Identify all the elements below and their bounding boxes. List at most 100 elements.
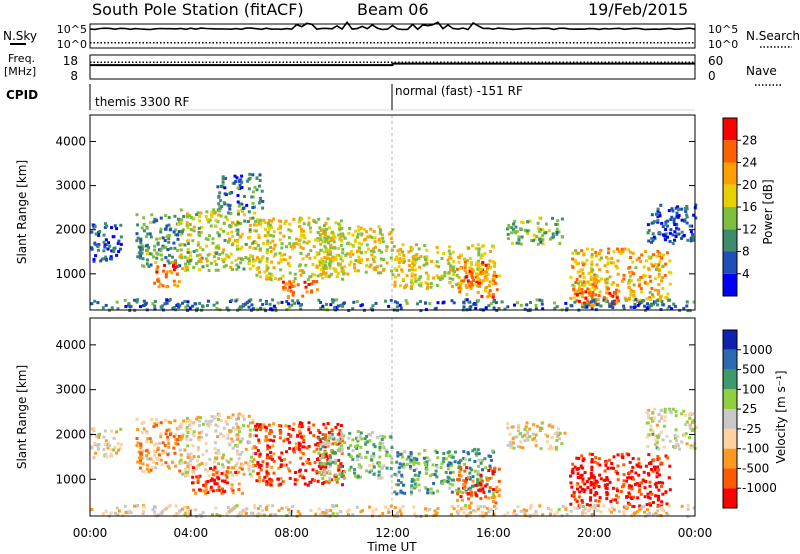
- data-cell: [467, 300, 471, 304]
- data-cell: [353, 474, 357, 478]
- data-cell: [140, 226, 144, 230]
- data-cell: [581, 263, 585, 267]
- data-cell: [686, 309, 690, 313]
- data-cell: [248, 172, 252, 176]
- data-cell: [474, 247, 478, 251]
- data-cell: [323, 244, 327, 248]
- data-cell: [338, 432, 342, 436]
- data-cell: [583, 282, 587, 286]
- data-cell: [489, 508, 493, 512]
- data-cell: [256, 460, 260, 464]
- data-cell: [260, 257, 264, 260]
- data-cell: [199, 211, 203, 215]
- data-cell: [255, 479, 259, 483]
- data-cell: [410, 479, 414, 483]
- data-cell: [257, 201, 261, 205]
- power-ylabel: Slant Range [km]: [15, 160, 29, 264]
- data-cell: [673, 436, 677, 440]
- x-tick-label: 16:00: [476, 526, 511, 540]
- data-cell: [591, 268, 595, 272]
- data-cell: [343, 441, 347, 445]
- data-cell: [204, 492, 207, 496]
- data-cell: [221, 487, 224, 491]
- data-cell: [586, 303, 590, 307]
- data-cell: [192, 229, 196, 233]
- data-cell: [168, 433, 172, 437]
- data-cell: [112, 247, 116, 251]
- data-cell: [515, 241, 519, 245]
- data-cell: [585, 503, 589, 507]
- data-cell: [188, 456, 192, 460]
- data-cell: [387, 508, 390, 512]
- data-cell: [608, 302, 612, 306]
- data-cell: [240, 450, 244, 454]
- data-cell: [252, 433, 256, 437]
- cpid-strip: CPID themis 3300 RF normal (fast) -151 R…: [6, 84, 695, 111]
- data-cell: [605, 497, 609, 501]
- data-cell: [297, 301, 300, 305]
- data-cell: [655, 475, 659, 479]
- data-cell: [328, 462, 332, 466]
- data-cell: [145, 467, 149, 471]
- data-cell: [660, 506, 664, 509]
- data-cell: [312, 479, 316, 482]
- data-cell: [674, 235, 678, 238]
- data-cell: [254, 434, 258, 438]
- data-cell: [589, 480, 593, 484]
- data-cell: [165, 429, 169, 433]
- data-cell: [425, 248, 429, 252]
- data-cell: [166, 259, 170, 263]
- data-cell: [291, 247, 295, 251]
- data-cell: [492, 306, 496, 310]
- data-cell: [363, 228, 366, 232]
- data-cell: [142, 427, 146, 431]
- data-cell: [178, 264, 182, 268]
- data-cell: [292, 245, 296, 249]
- data-cell: [280, 506, 284, 510]
- data-cell: [222, 221, 226, 225]
- data-cell: [167, 261, 171, 265]
- data-cell: [348, 226, 352, 230]
- data-cell: [179, 253, 183, 257]
- data-cell: [367, 247, 370, 251]
- data-cell: [307, 216, 311, 220]
- data-cell: [155, 456, 159, 460]
- data-cell: [163, 227, 167, 231]
- data-cell: [649, 424, 653, 428]
- nsearch-label: N.Search: [746, 29, 800, 43]
- data-cell: [667, 305, 671, 309]
- data-cell: [590, 307, 594, 311]
- data-cell: [282, 287, 286, 291]
- data-cell: [332, 267, 336, 270]
- data-cell: [477, 263, 481, 266]
- data-cell: [360, 437, 364, 441]
- data-cell: [240, 180, 243, 184]
- data-cell: [575, 467, 579, 471]
- data-cell: [405, 301, 409, 305]
- data-cell: [302, 476, 306, 480]
- data-cell: [196, 475, 200, 479]
- data-cell: [413, 273, 417, 277]
- data-cell: [557, 433, 561, 437]
- data-cell: [181, 267, 185, 271]
- data-cell: [523, 433, 527, 437]
- data-cell: [674, 428, 678, 432]
- data-cell: [450, 285, 454, 289]
- data-cell: [644, 250, 648, 254]
- data-cell: [133, 504, 137, 508]
- data-cell: [625, 479, 628, 483]
- data-cell: [393, 280, 397, 284]
- data-cell: [305, 459, 309, 463]
- data-cell: [452, 301, 456, 305]
- data-cell: [269, 438, 273, 442]
- data-cell: [656, 249, 660, 253]
- data-cell: [249, 459, 253, 463]
- data-cell: [579, 280, 583, 284]
- data-cell: [294, 242, 298, 245]
- data-cell: [470, 272, 474, 276]
- data-cell: [357, 246, 361, 250]
- data-cell: [162, 450, 166, 454]
- data-cell: [174, 228, 178, 232]
- data-cell: [447, 476, 451, 480]
- data-cell: [649, 416, 653, 420]
